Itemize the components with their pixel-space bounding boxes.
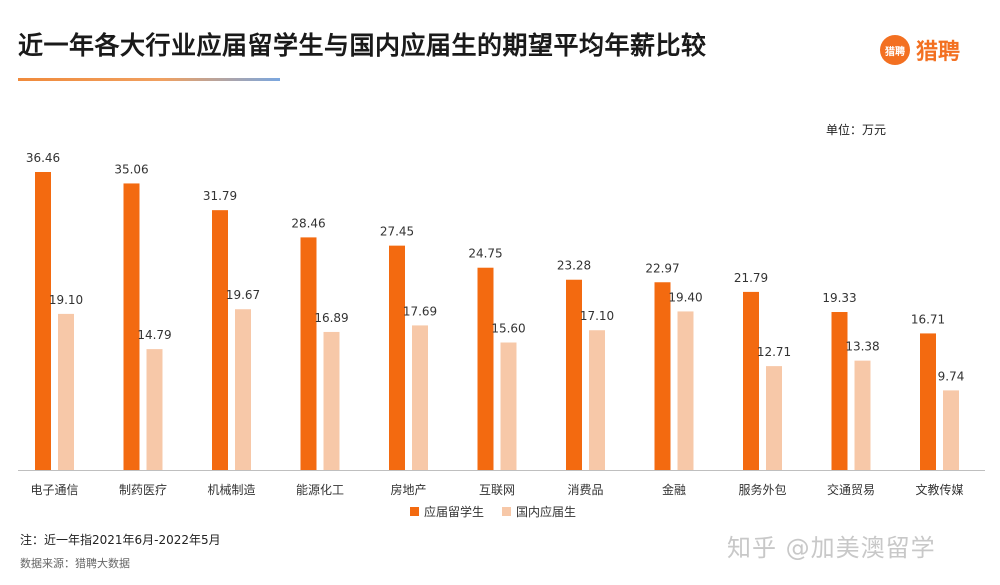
bar-domestic <box>854 360 871 470</box>
footnote: 注：近一年指2021年6月-2022年5月 <box>20 533 221 547</box>
category-label: 房地产 <box>390 482 426 497</box>
bar-domestic <box>235 309 251 470</box>
liepin-logo-icon: 猎聘 <box>880 35 910 65</box>
unit-label: 单位：万元 <box>826 123 887 137</box>
legend-label-domestic: 国内应届生 <box>516 505 577 519</box>
data-label-domestic: 14.79 <box>137 328 171 342</box>
bar-overseas <box>743 291 759 470</box>
logo-badge-text: 猎聘 <box>885 46 905 58</box>
category-label: 金融 <box>662 482 686 497</box>
bar-domestic <box>146 349 163 470</box>
category-label: 互联网 <box>479 483 515 497</box>
legend-item-overseas: 应届留学生 <box>410 503 484 520</box>
category-label: 电子通信 <box>30 483 78 497</box>
data-label-domestic: 16.89 <box>314 311 348 325</box>
data-label-overseas: 28.46 <box>291 216 325 230</box>
data-label-overseas: 36.46 <box>26 151 60 165</box>
data-label-overseas: 22.97 <box>645 261 679 275</box>
logo-text: 猎聘 <box>916 40 961 65</box>
data-label-overseas: 23.28 <box>557 259 591 273</box>
bar-domestic <box>323 331 340 470</box>
bar-domestic <box>766 366 782 470</box>
data-label-overseas: 27.45 <box>380 225 414 239</box>
bar-overseas <box>300 237 317 470</box>
data-label-domestic: 19.67 <box>226 288 260 302</box>
bar-domestic <box>943 390 959 470</box>
watermark: 知乎 @加美澳留学 <box>727 534 936 562</box>
bar-overseas <box>831 312 848 470</box>
category-label: 交通贸易 <box>827 482 875 497</box>
category-label: 能源化工 <box>296 483 344 497</box>
data-label-overseas: 16.71 <box>911 312 945 326</box>
data-label-domestic: 12.71 <box>757 345 791 359</box>
data-source: 数据来源：猎聘大数据 <box>20 557 130 570</box>
category-label: 服务外包 <box>738 482 786 497</box>
bar-overseas <box>389 245 405 470</box>
bar-domestic <box>58 313 74 470</box>
bar-overseas <box>477 267 494 470</box>
title-underline <box>18 78 280 81</box>
bar-domestic <box>412 325 428 470</box>
data-label-domestic: 17.10 <box>580 309 614 323</box>
data-label-domestic: 19.10 <box>49 293 83 307</box>
category-label: 制药医疗 <box>119 483 167 497</box>
bar-domestic <box>500 342 517 470</box>
liepin-logo: 猎聘 猎聘 <box>880 34 960 66</box>
data-label-overseas: 21.79 <box>734 271 768 285</box>
data-label-overseas: 19.33 <box>822 291 856 305</box>
bar-chart: 36.46 19.10 电子通信 35.06 14.79 制药医疗 31.79 19.67 机械… <box>18 151 985 497</box>
data-label-overseas: 31.79 <box>203 189 237 203</box>
bar-overseas <box>212 210 228 470</box>
data-label-overseas: 35.06 <box>114 162 148 176</box>
category-label: 文教传媒 <box>915 482 963 497</box>
bar-domestic <box>589 330 605 470</box>
bar-domestic <box>677 311 694 470</box>
bar-overseas <box>654 282 671 470</box>
data-label-domestic: 13.38 <box>845 340 879 354</box>
bar-overseas <box>35 172 51 470</box>
data-label-domestic: 9.74 <box>938 369 965 383</box>
legend-item-domestic: 国内应届生 <box>502 503 576 520</box>
chart-title: 近一年各大行业应届留学生与国内应届生的期望平均年薪比较 <box>18 31 707 60</box>
legend-swatch-overseas <box>410 507 419 516</box>
data-label-domestic: 19.40 <box>668 290 702 304</box>
category-label: 消费品 <box>567 483 603 497</box>
bar-overseas <box>123 183 140 470</box>
data-label-overseas: 24.75 <box>468 247 502 261</box>
bar-overseas <box>566 279 582 470</box>
category-label: 机械制造 <box>207 482 255 497</box>
data-label-domestic: 17.69 <box>403 304 437 318</box>
legend-label-overseas: 应届留学生 <box>424 505 485 519</box>
data-label-domestic: 15.60 <box>491 321 525 335</box>
bar-overseas <box>920 333 936 470</box>
legend: 应届留学生 国内应届生 <box>410 503 576 520</box>
legend-swatch-domestic <box>502 507 512 516</box>
